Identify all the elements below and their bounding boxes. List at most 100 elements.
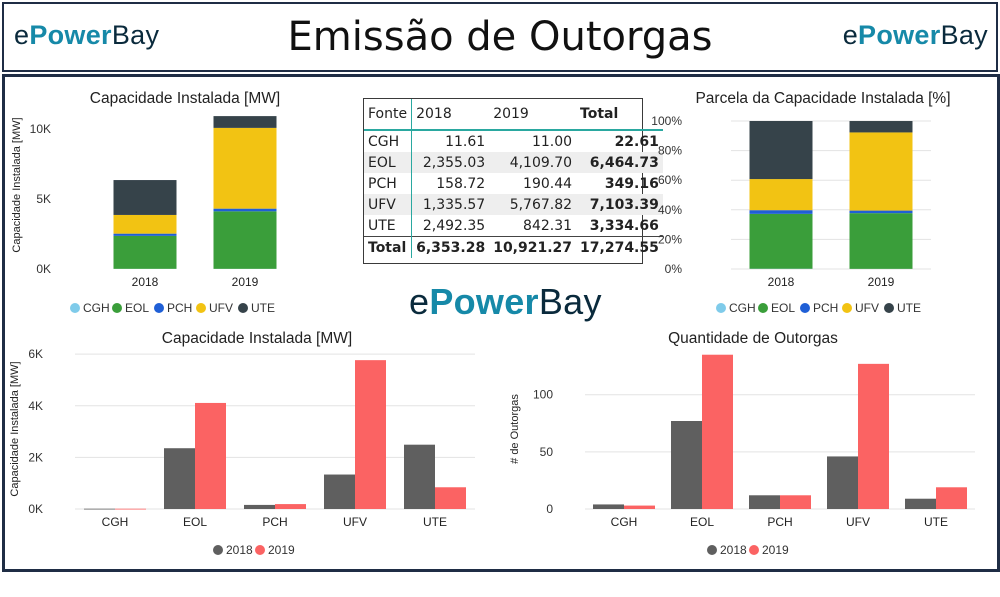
bar-2018-eol <box>164 448 195 509</box>
epowerbay-logo-right: ePowerBay <box>842 20 988 50</box>
y-tick-label: 10K <box>30 122 51 136</box>
x-tick-label: UTE <box>423 515 447 529</box>
cell-2019: 842.31 <box>523 217 573 234</box>
legend-marker-eol <box>112 303 122 313</box>
chart-stacked-share-percent[interactable]: Parcela da Capacidade Instalada [%] 0% 20%… <box>641 77 991 322</box>
cell-2019: 5,767.82 <box>489 194 577 215</box>
x-tick-label: EOL <box>183 515 207 529</box>
col-header-2019: 2019 <box>489 99 577 131</box>
bar-2019-ute <box>435 487 466 509</box>
dashboard-frame: Capacidade Instalada [MW] Capacidade Inst… <box>2 74 1000 572</box>
x-tick-label: 2018 <box>132 275 159 289</box>
cell-total: 3,334.66 <box>589 217 659 234</box>
bar-2018-ufv <box>827 456 858 509</box>
legend-marker-pch <box>800 303 810 313</box>
legend-marker-cgh <box>70 303 80 313</box>
legend-marker-2019 <box>749 545 759 555</box>
bar-2018-pch <box>244 504 275 509</box>
x-tick-label: PCH <box>767 515 792 529</box>
bar-eol-2019 <box>849 213 913 269</box>
col-header-2018: 2018 <box>411 99 490 131</box>
bar-pch-2018 <box>113 233 177 236</box>
cell-2019: 11.00 <box>531 133 573 150</box>
cell-fonte: PCH <box>364 173 413 194</box>
legend-marker-2019 <box>255 545 265 555</box>
y-tick-label: 0 <box>546 502 553 516</box>
legend-label-2019: 2019 <box>762 543 789 557</box>
bar-eol-2018 <box>113 235 177 269</box>
chart-title: Quantidade de Outorgas <box>668 330 838 347</box>
y-tick-label: 50 <box>540 445 554 459</box>
bar-2018-ufv <box>324 474 355 509</box>
legend-label-ute: UTE <box>897 301 921 315</box>
bar-2018-cgh <box>84 508 115 510</box>
bar-eol-2018 <box>749 213 813 269</box>
y-axis-label: Capacidade Instalada [MW] <box>11 117 23 252</box>
y-axis-label: Capacidade Instalada [MW] <box>9 361 21 496</box>
chart-stacked-capacity-mw[interactable]: Capacidade Instalada [MW] Capacidade Inst… <box>5 77 355 322</box>
cell-total: 349.16 <box>604 175 659 192</box>
legend-marker-ute <box>238 303 248 313</box>
bar-ute-2019 <box>213 116 277 128</box>
cell-total-2019: 10,921.27 <box>489 236 577 258</box>
chart-title: Capacidade Instalada [MW] <box>90 90 280 107</box>
bar-ute-2018 <box>749 121 813 180</box>
bar-2018-eol <box>671 421 702 509</box>
legend-label-eol: EOL <box>771 301 795 315</box>
x-tick-label: UFV <box>343 515 367 529</box>
epowerbay-logo-center: ePowerBay <box>409 281 602 322</box>
bar-2018-pch <box>749 495 780 509</box>
legend-label-2018: 2018 <box>226 543 253 557</box>
bar-ufv-2019 <box>849 132 913 211</box>
y-tick-label: 100% <box>651 114 682 128</box>
bar-ufv-2019 <box>213 127 277 209</box>
legend-label-2019: 2019 <box>268 543 295 557</box>
y-tick-label: 60% <box>658 173 682 187</box>
bar-pch-2018 <box>749 210 813 214</box>
bar-pch-2019 <box>213 208 277 212</box>
cell-total: 22.61 <box>614 133 659 150</box>
epowerbay-logo-left: ePowerBay <box>14 20 160 50</box>
table-row: PCH 158.72 190.44 349.16 <box>364 173 663 194</box>
x-tick-label: 2019 <box>232 275 259 289</box>
bar-2019-ufv <box>858 363 889 509</box>
bar-ute-2019 <box>849 121 913 133</box>
y-tick-label: 100 <box>533 388 553 402</box>
bar-pch-2019 <box>849 210 913 214</box>
cell-2018: 158.72 <box>436 175 486 192</box>
legend-marker-eol <box>758 303 768 313</box>
x-tick-label: 2019 <box>868 275 895 289</box>
chart-capacity-by-source[interactable]: Capacidade Instalada [MW] Capacidade Inst… <box>5 321 505 561</box>
chart-grant-count-by-source[interactable]: Quantidade de Outorgas # de Outorgas 0 50 10… <box>505 321 991 561</box>
chart-title: Parcela da Capacidade Instalada [%] <box>695 90 950 107</box>
legend-label-ute: UTE <box>251 301 275 315</box>
legend-label-ufv: UFV <box>209 301 233 315</box>
cell-total-2018: 6,353.28 <box>411 236 490 258</box>
cell-2018: 1,335.57 <box>411 194 490 215</box>
table-row: EOL 2,355.03 4,109.70 6,464.73 <box>364 152 663 173</box>
chart-title: Capacidade Instalada [MW] <box>162 330 352 347</box>
legend-marker-ufv <box>842 303 852 313</box>
table-total-row: Total 6,353.28 10,921.27 17,274.55 <box>364 236 663 258</box>
table-row: UTE 2,492.35 842.31 3,334.66 <box>364 215 663 237</box>
x-tick-label: UFV <box>846 515 870 529</box>
legend-marker-2018 <box>213 545 223 555</box>
bar-2019-cgh <box>624 505 655 509</box>
x-tick-label: 2018 <box>768 275 795 289</box>
legend-label-ufv: UFV <box>855 301 879 315</box>
y-tick-label: 40% <box>658 203 682 217</box>
bar-2019-eol <box>702 354 733 509</box>
cell-grand-total: 17,274.55 <box>576 236 663 258</box>
y-tick-label: 2K <box>28 450 43 464</box>
page-title: Emissão de Outorgas <box>287 14 713 60</box>
legend-label-pch: PCH <box>813 301 838 315</box>
legend-label-cgh: CGH <box>729 301 756 315</box>
cell-total: 7,103.39 <box>576 194 663 215</box>
cell-total-label: Total <box>364 236 413 258</box>
capacity-summary-table[interactable]: Fonte 2018 2019 Total CGH 11.61 11.00 22… <box>363 98 663 264</box>
bar-2019-pch <box>275 504 306 509</box>
legend-label-2018: 2018 <box>720 543 747 557</box>
bar-2018-cgh <box>593 504 624 509</box>
cell-total: 6,464.73 <box>576 152 663 173</box>
y-tick-label: 6K <box>28 347 43 361</box>
